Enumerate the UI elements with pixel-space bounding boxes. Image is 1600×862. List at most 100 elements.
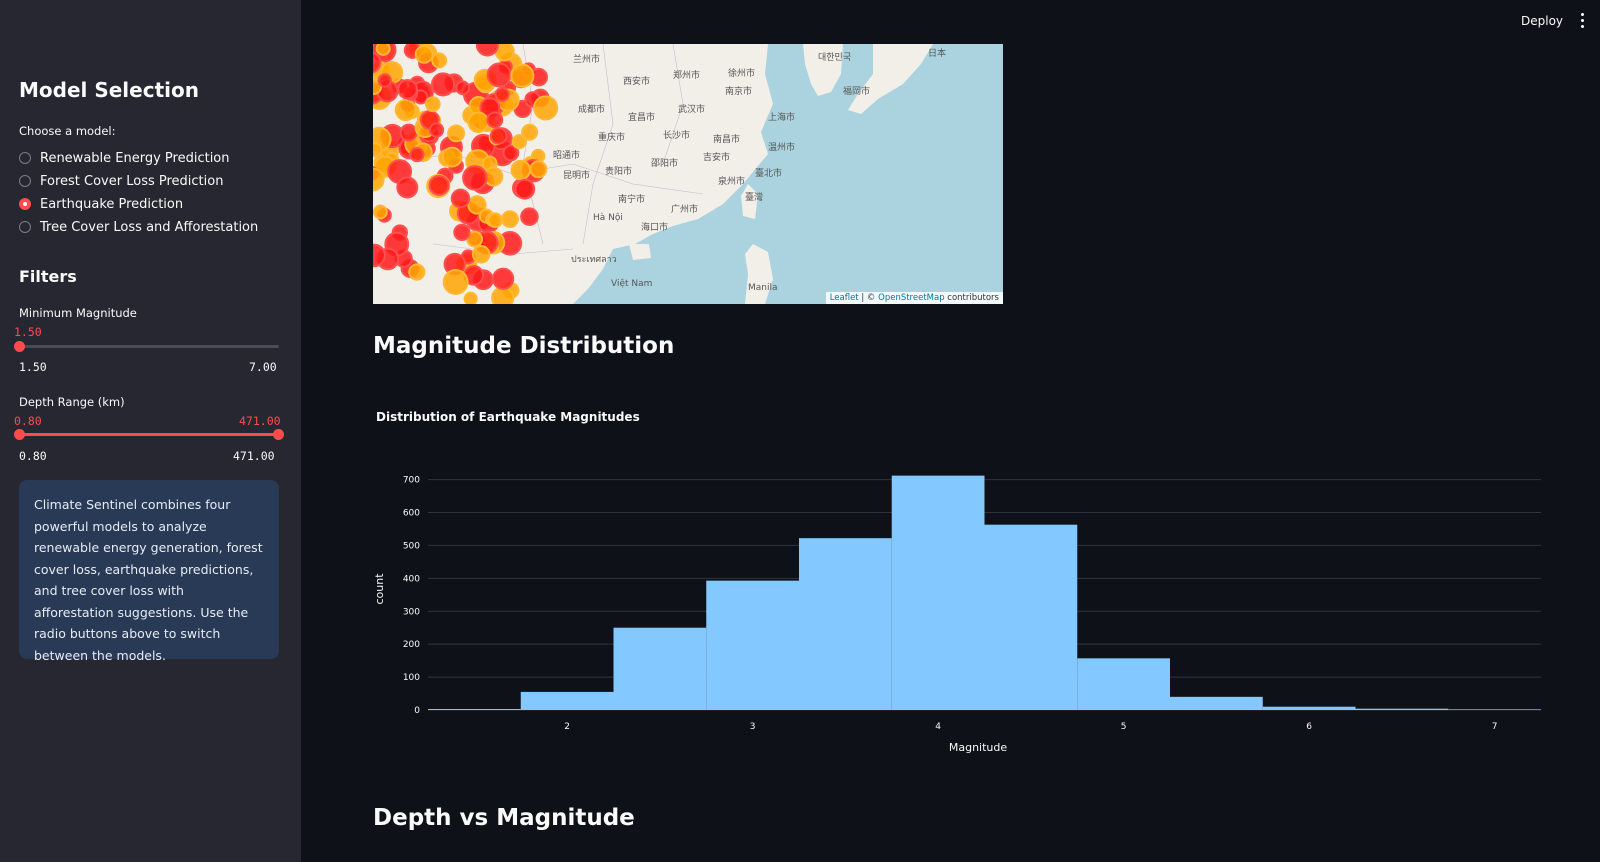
depth-range-high-thumb[interactable] bbox=[273, 429, 284, 440]
y-tick-label: 0 bbox=[414, 706, 420, 716]
radio-renewable-energy[interactable]: Renewable Energy Prediction bbox=[19, 148, 230, 168]
earthquake-marker[interactable] bbox=[455, 80, 471, 96]
earthquake-marker[interactable] bbox=[467, 111, 489, 134]
earthquake-marker[interactable] bbox=[373, 167, 385, 192]
radio-circle[interactable] bbox=[19, 152, 31, 164]
earthquake-marker[interactable] bbox=[375, 44, 391, 56]
earthquake-marker[interactable] bbox=[487, 212, 504, 228]
histogram-bar[interactable] bbox=[1170, 696, 1263, 710]
chart-bars bbox=[428, 475, 1541, 710]
earthquake-marker[interactable] bbox=[514, 178, 536, 200]
radio-circle[interactable] bbox=[19, 175, 31, 187]
earthquake-marker[interactable] bbox=[428, 122, 445, 138]
earthquake-map[interactable]: 兰州市 西安市 郑州市 徐州市 南京市 成都市 宜昌市 武汉市 上海市 重庆市 长沙市 南昌市 温州市昭… bbox=[373, 44, 1003, 304]
earthquake-marker[interactable] bbox=[424, 96, 441, 113]
earthquake-marker[interactable] bbox=[529, 160, 548, 179]
earthquake-marker[interactable] bbox=[486, 62, 512, 88]
earthquake-marker[interactable] bbox=[431, 52, 448, 69]
earthquake-marker[interactable] bbox=[486, 111, 504, 129]
earthquake-marker[interactable] bbox=[467, 195, 487, 215]
histogram-bar[interactable] bbox=[613, 627, 707, 710]
histogram-bar[interactable] bbox=[799, 538, 892, 710]
chart-title: Distribution of Earthquake Magnitudes bbox=[376, 410, 640, 424]
earthquake-marker[interactable] bbox=[462, 165, 488, 191]
earthquake-marker[interactable] bbox=[397, 79, 418, 100]
earthquake-marker[interactable] bbox=[394, 99, 417, 122]
map-place-label: 南京市 bbox=[725, 85, 752, 97]
earthquake-marker[interactable] bbox=[442, 269, 469, 295]
earthquake-marker[interactable] bbox=[414, 44, 434, 64]
y-tick-label: 600 bbox=[403, 509, 420, 519]
y-tick-label: 300 bbox=[403, 607, 420, 617]
earthquake-marker[interactable] bbox=[463, 291, 478, 304]
earthquake-marker[interactable] bbox=[511, 134, 527, 150]
histogram-bar[interactable] bbox=[1355, 708, 1449, 710]
deploy-button[interactable]: Deploy bbox=[1521, 14, 1564, 28]
histogram-bar[interactable] bbox=[1077, 658, 1170, 710]
earthquake-marker[interactable] bbox=[428, 174, 450, 196]
histogram-bar[interactable] bbox=[984, 524, 1078, 710]
earthquake-marker[interactable] bbox=[373, 51, 382, 74]
chart-ylabel: count bbox=[373, 573, 386, 605]
earthquake-marker[interactable] bbox=[491, 267, 515, 290]
x-tick-label: 4 bbox=[935, 722, 941, 732]
earthquake-marker[interactable] bbox=[489, 127, 508, 145]
radio-forest-cover-loss[interactable]: Forest Cover Loss Prediction bbox=[19, 171, 223, 191]
histogram-bar[interactable] bbox=[520, 691, 614, 710]
magnitude-chart: Distribution of Earthquake Magnitudes Ma… bbox=[373, 373, 1543, 778]
x-tick-label: 7 bbox=[1492, 722, 1498, 732]
map-place-label: 昆明市 bbox=[563, 169, 590, 181]
earthquake-marker[interactable] bbox=[450, 188, 471, 209]
map-place-label: 福岡市 bbox=[843, 85, 870, 97]
radio-label: Forest Cover Loss Prediction bbox=[40, 173, 224, 189]
earthquake-marker[interactable] bbox=[510, 159, 531, 181]
earthquake-marker[interactable] bbox=[399, 123, 418, 142]
earthquake-marker[interactable] bbox=[502, 144, 520, 162]
histogram-bar[interactable] bbox=[706, 580, 799, 710]
earthquake-marker[interactable] bbox=[377, 73, 392, 88]
earthquake-marker[interactable] bbox=[510, 63, 535, 88]
x-tick-label: 2 bbox=[564, 722, 570, 732]
earthquake-marker[interactable] bbox=[408, 263, 426, 281]
earthquake-marker[interactable] bbox=[494, 86, 510, 102]
min-magnitude-track[interactable] bbox=[19, 345, 279, 348]
map-place-label: 昭通市 bbox=[553, 149, 580, 161]
earthquake-marker[interactable] bbox=[373, 243, 386, 268]
radio-circle-selected[interactable] bbox=[19, 198, 31, 210]
radio-circle[interactable] bbox=[19, 221, 31, 233]
earthquake-marker[interactable] bbox=[441, 146, 463, 168]
earthquake-marker[interactable] bbox=[409, 147, 425, 163]
radio-tree-cover-loss[interactable]: Tree Cover Loss and Afforestation bbox=[19, 217, 258, 237]
earthquake-marker[interactable] bbox=[373, 204, 388, 220]
map-place-label: ประเทศลาว bbox=[571, 255, 617, 265]
earthquake-marker[interactable] bbox=[471, 244, 491, 264]
map-place-label: 泉州市 bbox=[718, 175, 745, 187]
depth-range-max: 471.00 bbox=[233, 449, 275, 463]
radio-earthquake-prediction[interactable]: Earthquake Prediction bbox=[19, 194, 183, 214]
histogram-bar[interactable] bbox=[891, 475, 985, 710]
earthquake-marker[interactable] bbox=[373, 142, 383, 158]
map-place-label: 长沙市 bbox=[663, 129, 690, 141]
earthquake-marker[interactable] bbox=[533, 95, 559, 121]
earthquake-marker[interactable] bbox=[453, 223, 471, 242]
histogram-bar[interactable] bbox=[1262, 706, 1356, 710]
min-magnitude-thumb[interactable] bbox=[14, 341, 25, 352]
y-tick-label: 500 bbox=[403, 541, 420, 551]
depth-range-low-thumb[interactable] bbox=[14, 429, 25, 440]
osm-link[interactable]: OpenStreetMap bbox=[878, 293, 945, 303]
histogram-bar[interactable] bbox=[428, 709, 521, 710]
histogram-bar[interactable] bbox=[1448, 709, 1541, 710]
earthquake-marker[interactable] bbox=[396, 176, 419, 199]
earthquake-marker[interactable] bbox=[521, 123, 539, 141]
earthquake-marker[interactable] bbox=[520, 207, 539, 227]
min-magnitude-min: 1.50 bbox=[19, 360, 47, 374]
map-place-label: 兰州市 bbox=[573, 53, 600, 65]
leaflet-link[interactable]: Leaflet bbox=[829, 293, 859, 303]
earthquake-marker[interactable] bbox=[501, 210, 519, 229]
attribution-tail: contributors bbox=[944, 293, 999, 303]
earthquake-marker[interactable] bbox=[447, 124, 466, 143]
earthquake-marker[interactable] bbox=[431, 72, 456, 97]
menu-icon[interactable] bbox=[1580, 13, 1586, 31]
earthquake-marker[interactable] bbox=[475, 44, 499, 57]
